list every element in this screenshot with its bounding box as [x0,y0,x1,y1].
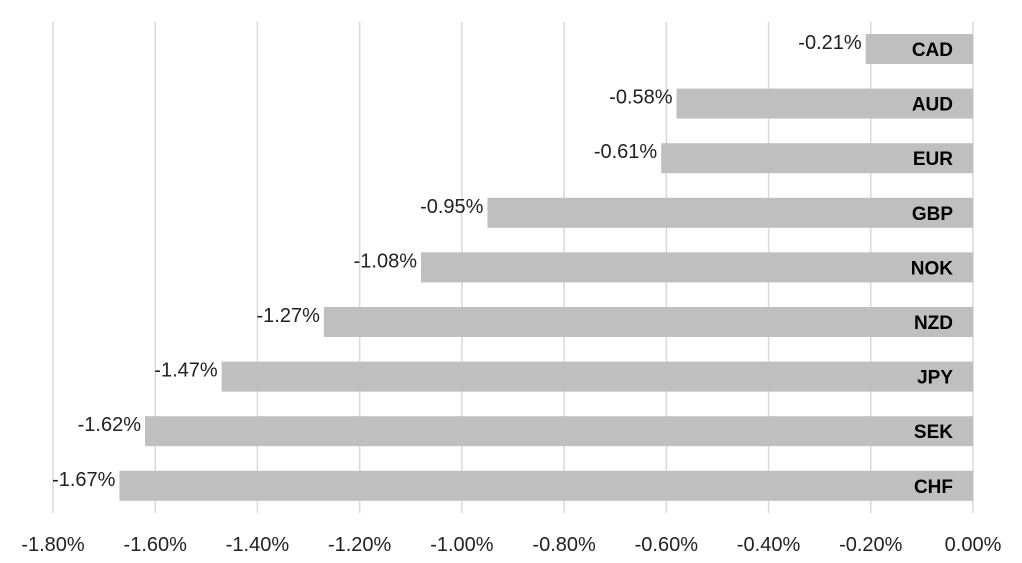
category-label-jpy: JPY [917,368,953,389]
category-labels: CAD AUD EUR GBP NOK NZD JPY SEK CHF [911,40,954,498]
bar-nzd [323,307,973,337]
x-tick-label: -0.60% [635,534,699,556]
category-label-nzd: NZD [914,313,953,334]
x-tick-label: -1.80% [21,534,85,556]
x-tick-label: -1.20% [328,534,392,556]
value-label-gbp: -0.95% [420,196,484,218]
category-label-eur: EUR [913,149,953,170]
category-label-sek: SEK [914,422,953,443]
bars [119,34,973,501]
x-tick-label: 0.00% [945,534,1002,556]
value-label-jpy: -1.47% [154,360,218,382]
x-tick-label: -0.40% [737,534,801,556]
bar-nok [421,252,973,283]
bar-eur [661,143,973,174]
category-label-gbp: GBP [912,204,954,225]
category-label-nok: NOK [911,258,954,279]
value-label-aud: -0.58% [609,87,673,109]
value-label-sek: -1.62% [78,414,142,436]
bar-cad [865,34,973,64]
x-tick-label: -1.00% [430,534,494,556]
x-axis-tick-labels: -1.80% -1.60% -1.40% -1.20% -1.00% -0.80% -0.6… [21,534,1001,556]
value-labels: -0.21% -0.58% -0.61% -0.95% -1.08% -1.27% -1.4… [52,32,862,491]
category-label-cad: CAD [912,40,953,61]
value-label-nok: -1.08% [354,250,418,272]
value-label-nzd: -1.27% [257,305,321,327]
value-label-eur: -0.61% [594,141,658,163]
category-label-aud: AUD [912,95,953,116]
bar-jpy [221,361,973,392]
bar-chf [119,470,973,501]
x-tick-label: -0.20% [839,534,903,556]
value-label-chf: -1.67% [52,469,116,491]
category-label-chf: CHF [914,477,953,498]
x-tick-label: -0.80% [532,534,596,556]
bar-sek [145,416,973,447]
x-tick-label: -1.60% [124,534,188,556]
x-tick-label: -1.40% [226,534,290,556]
bar-aud [676,88,973,119]
value-label-cad: -0.21% [798,32,862,54]
bar-gbp [487,197,973,228]
